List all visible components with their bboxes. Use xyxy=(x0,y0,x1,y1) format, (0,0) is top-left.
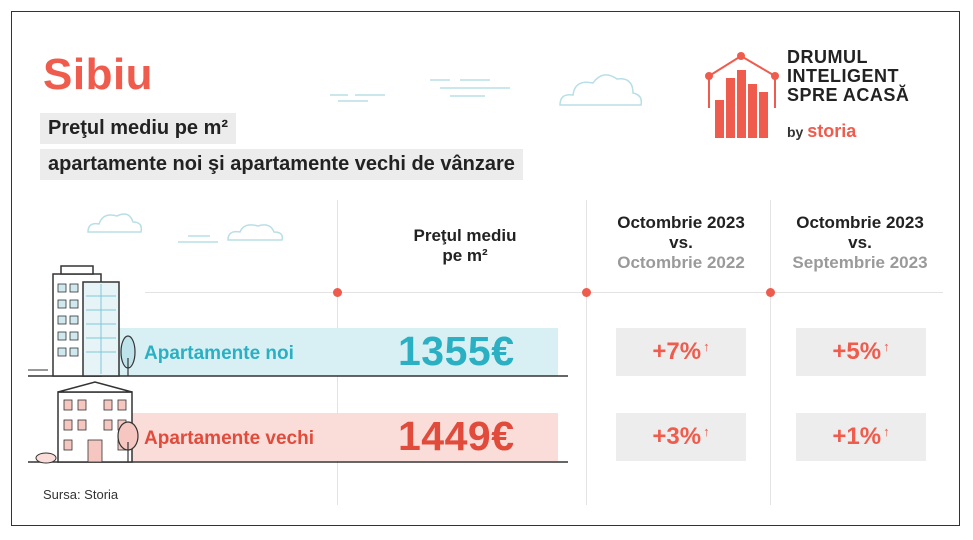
arrow-up-icon: ↑ xyxy=(883,338,890,354)
header-divider xyxy=(145,292,943,293)
change-mom-new: +5% ↑ xyxy=(796,328,926,376)
cloud-icon xyxy=(430,79,510,97)
logo-by-storia: by storia xyxy=(787,121,857,141)
old-building-icon xyxy=(28,381,568,464)
new-building-icon xyxy=(28,265,568,377)
logo-bars-icon xyxy=(705,52,779,138)
divider-dot xyxy=(582,288,591,297)
column-header-price: Preţul mediu pe m² xyxy=(413,226,517,265)
arrow-up-icon: ↑ xyxy=(703,423,710,439)
column-divider xyxy=(770,200,771,505)
source-note: Sursa: Storia xyxy=(43,487,119,502)
change-mom-old: +1% ↑ xyxy=(796,413,926,461)
arrow-up-icon: ↑ xyxy=(883,423,890,439)
change-yoy-old: +3% ↑ xyxy=(616,413,746,461)
subtitle-line-2: apartamente noi şi apartamente vechi de … xyxy=(40,149,523,180)
row-label-old-apartments: Apartamente vechi xyxy=(144,428,315,449)
divider-dot xyxy=(333,288,342,297)
price-old-apartments: 1449€ xyxy=(398,413,515,459)
arrow-up-icon: ↑ xyxy=(703,338,710,354)
price-new-apartments: 1355€ xyxy=(398,328,515,374)
divider-dot xyxy=(766,288,775,297)
column-header-mom: Octombrie 2023 vs. Septembrie 2023 xyxy=(792,213,928,272)
cloud-icon xyxy=(559,74,643,106)
column-divider xyxy=(586,200,587,505)
subtitle-line-1: Preţul mediu pe m² xyxy=(40,113,237,144)
page-title: Sibiu xyxy=(43,50,154,99)
row-band-old xyxy=(105,413,558,461)
column-header-yoy: Octombrie 2023 vs. Octombrie 2022 xyxy=(617,213,745,272)
change-yoy-new: +7% ↑ xyxy=(616,328,746,376)
cloud-icon xyxy=(178,224,284,243)
logo-wordmark: DRUMUL INTELIGENT SPRE ACASĂ xyxy=(787,47,910,105)
cloud-icon xyxy=(87,213,143,233)
cloud-icon xyxy=(330,94,385,102)
row-band-new xyxy=(105,328,558,376)
row-label-new-apartments: Apartamente noi xyxy=(144,343,294,364)
